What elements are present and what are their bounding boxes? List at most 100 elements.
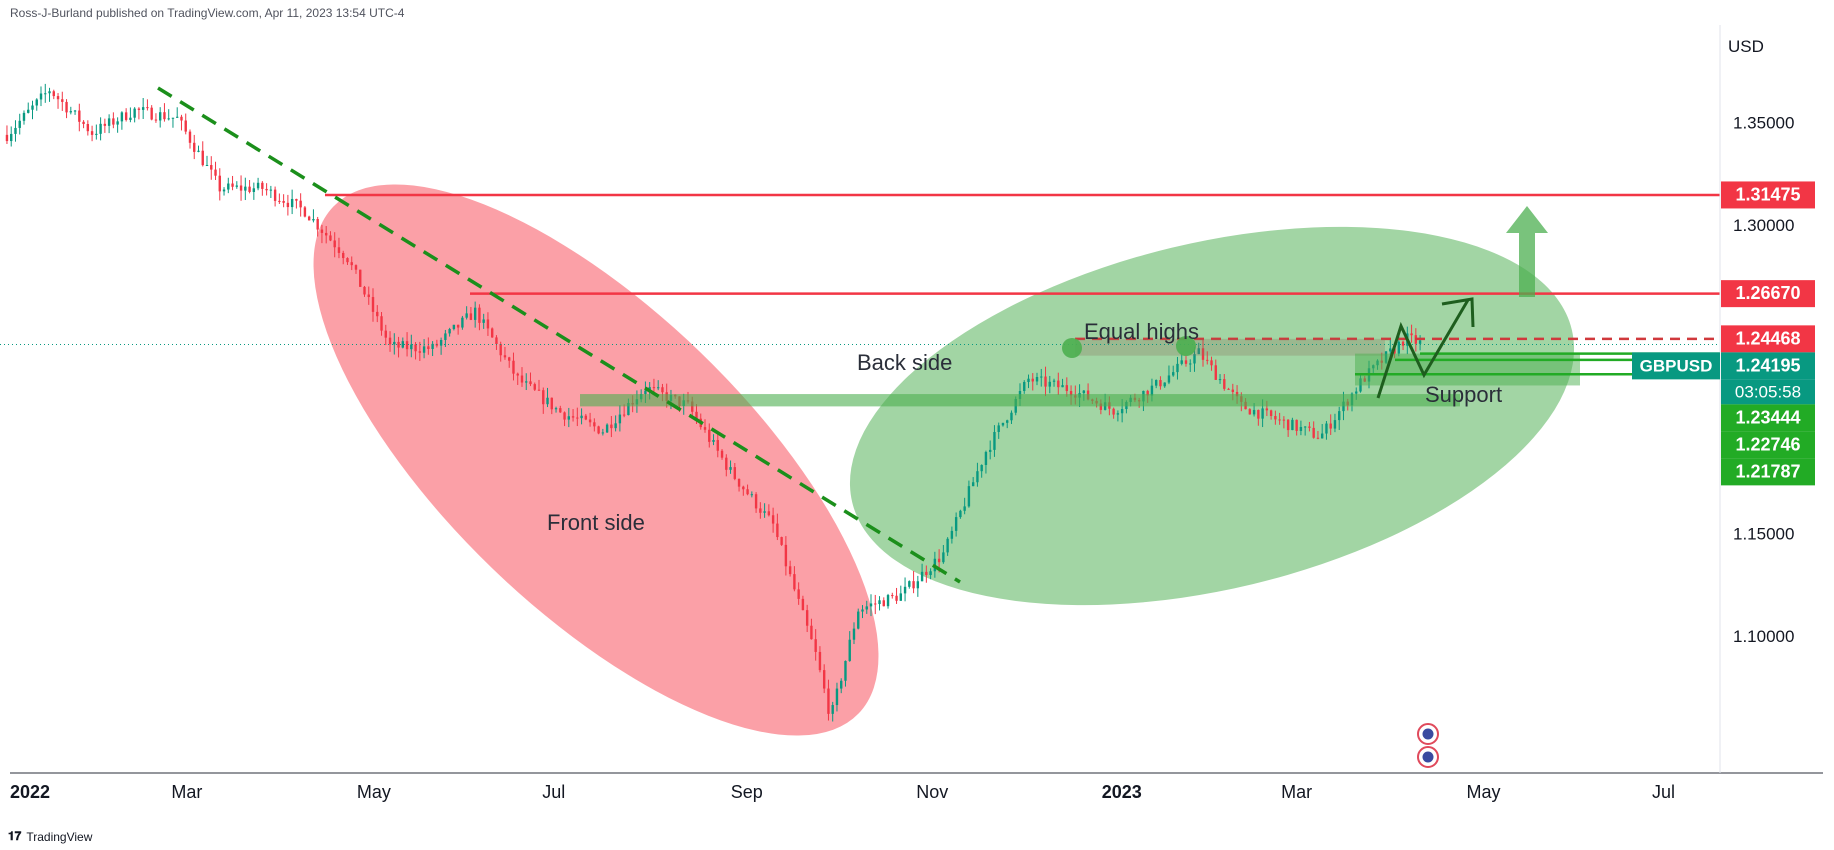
candle-body-171 — [733, 467, 737, 479]
candle-body-97 — [418, 351, 422, 353]
candle-body-88 — [380, 316, 383, 331]
candle-body-127 — [546, 397, 549, 405]
candle-body-145 — [622, 414, 626, 416]
candle-body-125 — [537, 389, 541, 391]
candle-body-221 — [946, 538, 949, 553]
candle-body-85 — [367, 294, 370, 298]
annotation-layer: Front side Back side Equal highs Support — [547, 319, 1502, 768]
candle-body-309 — [1320, 433, 1324, 439]
candle-body-278 — [1189, 363, 1192, 365]
candle-body-31 — [137, 108, 141, 110]
x-tick-label-9: Jul — [1652, 782, 1675, 802]
candle-body-20 — [90, 131, 94, 135]
candle-body-293 — [1252, 409, 1256, 415]
price-label-5: 1.22746 — [1735, 434, 1800, 454]
x-tick-label-6: 2023 — [1102, 782, 1142, 802]
x-tick-label-4: Sep — [731, 782, 763, 802]
candle-body-177 — [759, 508, 762, 513]
candle-body-169 — [725, 457, 728, 470]
candle-body-61 — [265, 188, 268, 191]
candle-body-248 — [1061, 385, 1064, 388]
candle-body-78 — [337, 247, 341, 253]
candle-body-176 — [754, 494, 758, 509]
x-tick-label-5: Nov — [916, 782, 948, 802]
candle-body-281 — [1201, 348, 1205, 360]
candle-body-223 — [954, 517, 958, 531]
candle-body-70 — [303, 207, 307, 217]
candle-body-10 — [48, 91, 51, 94]
candle-body-240 — [1027, 378, 1030, 383]
tradingview-footer: 𝟏𝟕 TradingView — [8, 829, 92, 844]
candle-body-279 — [1193, 354, 1196, 364]
tradingview-logo-icon: 𝟏𝟕 — [8, 829, 22, 843]
candle-body-90 — [388, 337, 392, 345]
candle-body-126 — [542, 390, 545, 405]
candle-body-214 — [916, 581, 920, 589]
candle-body-287 — [1227, 388, 1230, 390]
publisher-header: Ross-J-Burland published on TradingView.… — [10, 6, 405, 20]
candle-body-212 — [908, 581, 911, 587]
candle-body-239 — [1023, 382, 1026, 391]
candle-body-211 — [903, 586, 907, 594]
candle-body-108 — [465, 313, 468, 318]
candle-body-284 — [1214, 365, 1217, 380]
candle-body-19 — [86, 124, 90, 132]
candle-body-193 — [827, 688, 830, 714]
candle-body-226 — [967, 486, 971, 507]
candle-body-299 — [1278, 419, 1281, 421]
candle-body-196 — [840, 680, 843, 689]
equal-high-marker-2 — [1176, 336, 1196, 356]
equal-high-marker-1 — [1062, 338, 1082, 358]
candle-body-229 — [980, 464, 983, 472]
candle-body-86 — [371, 297, 375, 312]
candle-body-172 — [737, 478, 741, 487]
candle-body-14 — [65, 101, 68, 113]
candle-body-153 — [656, 387, 660, 389]
front-side-ellipse — [313, 184, 879, 736]
candle-body-15 — [69, 111, 73, 113]
candle-body-23 — [103, 123, 107, 126]
symbol-tag-box — [1632, 352, 1720, 380]
candle-body-243 — [1040, 376, 1043, 378]
candle-body-174 — [746, 489, 749, 495]
candle-body-167 — [716, 440, 719, 451]
candle-body-36 — [158, 112, 162, 121]
candle-body-43 — [188, 131, 192, 143]
candle-body-241 — [1031, 378, 1034, 382]
candle-layer — [5, 83, 1422, 722]
candle-body-0 — [5, 134, 9, 142]
candle-body-307 — [1312, 427, 1315, 438]
price-label-layer: 1.31475 1.26670 1.24468 1.24195 GBPUSD 03:05:… — [1632, 181, 1815, 486]
candle-body-162 — [695, 411, 698, 419]
symbol-tag: GBPUSD — [1640, 356, 1713, 375]
event-flag-icon-inner-1 — [1422, 751, 1434, 763]
candle-body-197 — [844, 660, 847, 681]
ellipse-layer — [313, 184, 1575, 736]
candle-body-96 — [414, 344, 417, 352]
candle-body-89 — [384, 330, 387, 338]
candle-body-294 — [1257, 409, 1260, 419]
candle-body-37 — [163, 112, 166, 120]
candle-body-253 — [1082, 390, 1086, 394]
candle-body-69 — [299, 200, 302, 208]
candle-body-201 — [861, 609, 864, 612]
candle-body-53 — [231, 183, 234, 187]
candle-body-107 — [461, 317, 464, 328]
candle-body-18 — [82, 121, 85, 125]
candle-body-100 — [431, 343, 434, 349]
candle-body-119 — [512, 360, 515, 374]
candle-body-272 — [1163, 382, 1166, 387]
candle-body-94 — [405, 341, 409, 350]
candle-body-140 — [601, 432, 605, 434]
candle-body-230 — [984, 451, 988, 465]
axes-layer: USD 1.35000 1.30000 1.15000 1.10000 2022 Mar Ma… — [10, 25, 1823, 802]
price-label-box-3 — [1721, 352, 1815, 380]
candle-body-282 — [1206, 359, 1209, 361]
candle-body-38 — [167, 118, 170, 120]
candle-body-75 — [324, 232, 328, 236]
y-tick-label-2: 1.15000 — [1733, 524, 1794, 543]
candle-body-195 — [835, 688, 839, 706]
candle-body-139 — [597, 426, 600, 434]
candle-body-110 — [473, 307, 477, 320]
